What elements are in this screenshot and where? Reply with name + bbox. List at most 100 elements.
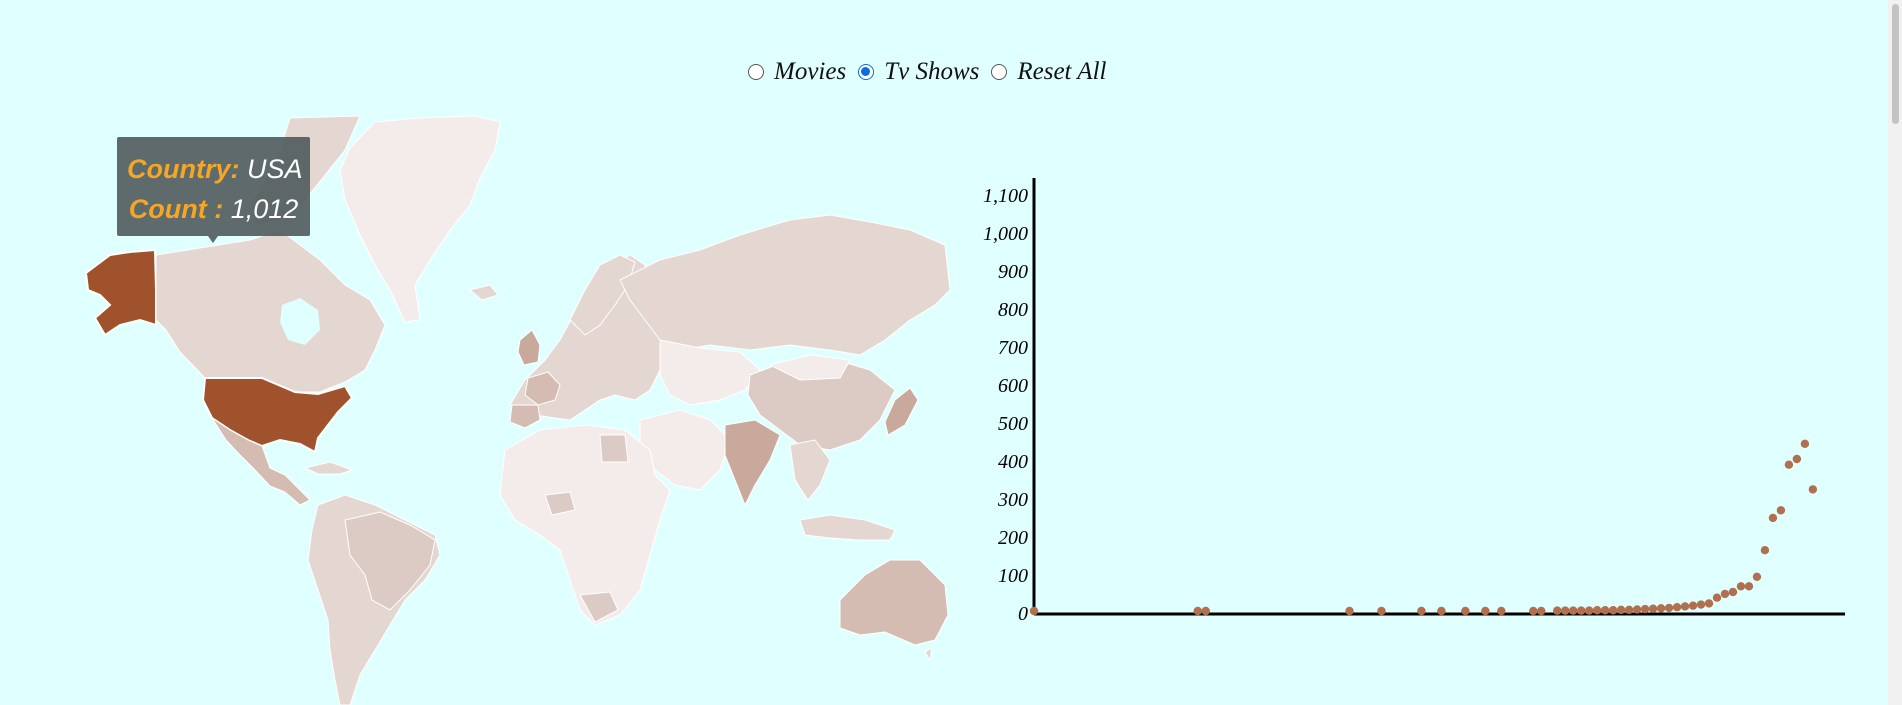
country-spain[interactable] <box>509 404 541 429</box>
y-tick-label: 200 <box>998 527 1028 549</box>
scatter-point <box>1497 606 1506 616</box>
y-tick-label: 800 <box>998 299 1028 321</box>
country-brazil[interactable] <box>344 511 436 611</box>
scatter-point <box>1437 606 1446 616</box>
scatter-point <box>1616 605 1626 615</box>
scatter-point <box>1656 604 1666 613</box>
scatter-point <box>1461 606 1470 616</box>
country-new-zealand[interactable] <box>924 647 933 662</box>
scatter-point <box>1561 606 1570 615</box>
tooltip-count-row: Count : 1,012 <box>127 189 300 229</box>
central-asia[interactable] <box>659 339 761 406</box>
country-russia[interactable] <box>619 214 950 356</box>
radio-circle[interactable] <box>858 64 875 80</box>
country-tooltip: Country: USA Count : 1,012 <box>117 137 310 236</box>
scatter-point <box>1377 606 1386 616</box>
continent-africa[interactable] <box>499 424 671 626</box>
y-tick-label: 1,000 <box>983 223 1028 245</box>
country-nigeria[interactable] <box>544 491 576 516</box>
country-france[interactable] <box>524 371 561 406</box>
movies-radio[interactable]: Movies <box>748 58 846 86</box>
tooltip-country-value: USA <box>247 154 303 184</box>
indonesia[interactable] <box>799 514 896 541</box>
reset-all-radio[interactable]: Reset All <box>991 58 1106 86</box>
caribbean-islands[interactable] <box>303 461 354 475</box>
country-mexico[interactable] <box>211 417 311 506</box>
scatter-point <box>1728 587 1738 597</box>
scatter-point <box>1688 601 1698 610</box>
hudson-bay <box>280 298 320 345</box>
scatter-point <box>1744 582 1754 591</box>
scatter-point <box>1600 606 1610 615</box>
tooltip-count-key: Count : <box>128 194 224 224</box>
scatter-point <box>1569 606 1578 615</box>
scatter-point <box>1648 604 1658 613</box>
scatter-point <box>1193 606 1202 616</box>
scrollbar-thumb[interactable] <box>1892 4 1899 124</box>
scatter-point <box>1760 546 1770 555</box>
page-scrollbar[interactable] <box>1888 0 1902 705</box>
y-tick-label: 900 <box>998 261 1028 283</box>
scatter-point <box>1712 593 1722 602</box>
scatter-point <box>1768 513 1778 523</box>
country-usa[interactable] <box>201 377 354 454</box>
scatter-point <box>1537 606 1546 616</box>
scatter-point <box>1680 602 1690 611</box>
scatter-point <box>1624 605 1634 615</box>
dataset-radio-group: Movies Tv Shows Reset All <box>748 56 1118 88</box>
scatter-point <box>1808 485 1818 494</box>
scatter-point <box>1201 606 1210 616</box>
tooltip-arrow <box>208 236 218 243</box>
scatter-point <box>1752 572 1762 581</box>
scatter-point <box>1345 606 1354 616</box>
radio-label: Movies <box>774 58 847 85</box>
scatter-point <box>1529 606 1538 616</box>
country-uk[interactable] <box>517 329 541 366</box>
scatter-point <box>1029 606 1039 616</box>
country-australia[interactable] <box>839 559 949 646</box>
scatter-point <box>1608 606 1618 615</box>
southeast-asia[interactable] <box>789 439 831 501</box>
scatter-point <box>1481 606 1490 616</box>
country-india[interactable] <box>724 419 781 507</box>
world-map <box>84 115 950 705</box>
scatter-point <box>1417 606 1426 616</box>
tooltip-country-key: Country: <box>127 154 240 184</box>
y-tick-label: 600 <box>998 375 1028 397</box>
scatter-point <box>1672 603 1682 612</box>
country-mongolia[interactable] <box>768 354 851 381</box>
country-iceland[interactable] <box>468 284 499 301</box>
scatter-point <box>1704 599 1714 608</box>
y-tick-label: 500 <box>998 413 1028 435</box>
country-greenland[interactable] <box>339 115 501 323</box>
scatter-point <box>1800 439 1810 448</box>
scatter-point <box>1640 604 1650 614</box>
country-usa-alaska[interactable] <box>84 248 157 337</box>
scandinavia[interactable] <box>569 254 636 336</box>
country-japan[interactable] <box>884 387 919 436</box>
scatter-chart: 0 100 200 300 400 500 600 700 800 900 1,000 1,100 <box>983 178 1845 620</box>
y-tick-label: 300 <box>997 489 1028 511</box>
country-canada[interactable] <box>155 229 386 393</box>
scatter-point <box>1776 506 1786 515</box>
scatter-point <box>1577 606 1586 615</box>
scatter-point <box>1736 582 1746 591</box>
radio-label: Reset All <box>1017 58 1107 85</box>
y-tick-label: 100 <box>998 565 1028 587</box>
y-tick-label: 400 <box>998 451 1028 473</box>
scatter-point <box>1720 589 1730 599</box>
radio-circle[interactable] <box>748 64 764 80</box>
tooltip-count-value: 1,012 <box>230 194 299 224</box>
scatter-point <box>1632 605 1642 614</box>
scatter-point <box>1592 606 1602 615</box>
country-south-africa[interactable] <box>579 591 619 623</box>
y-tick-label: 1,100 <box>983 185 1028 207</box>
scatter-point <box>1553 606 1562 615</box>
y-tick-label: 700 <box>998 337 1028 359</box>
tooltip-country-row: Country: USA <box>127 149 303 189</box>
radio-circle[interactable] <box>991 64 1008 80</box>
scatter-point <box>1784 460 1794 469</box>
tv-shows-radio[interactable]: Tv Shows <box>858 58 979 86</box>
country-egypt[interactable] <box>599 434 629 463</box>
radio-label: Tv Shows <box>884 58 980 85</box>
